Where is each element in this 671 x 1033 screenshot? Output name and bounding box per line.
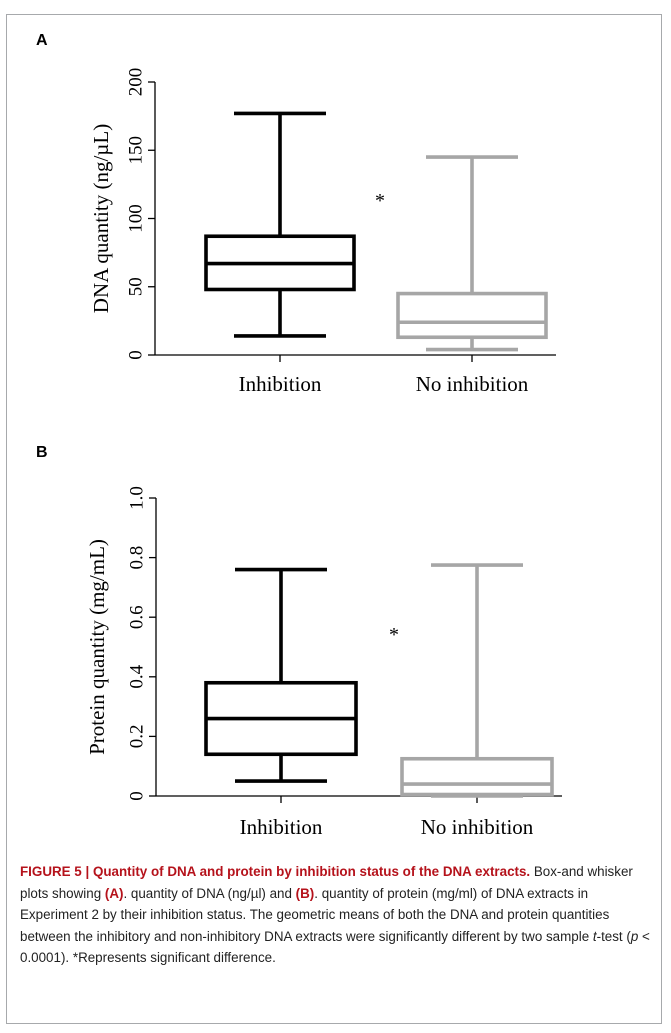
caption-title: FIGURE 5 | Quantity of DNA and protein b… <box>20 864 531 879</box>
figure-frame <box>6 14 662 1024</box>
x-category-label: No inhibition <box>421 815 534 839</box>
x-category-label: Inhibition <box>240 815 323 839</box>
y-axis-title: DNA quantity (ng/µL) <box>89 124 113 313</box>
y-tick-label: 100 <box>126 204 147 233</box>
chart-a-dna-quantity: 0 50 100 150 200 Inhibition No inhibition DNA q… <box>89 68 556 396</box>
significance-asterisk: * <box>375 190 385 212</box>
chart-b-protein-quantity: 0 0.2 0.4 0.6 0.8 1.0 Inhibition No inhibition P… <box>85 486 562 839</box>
box-plot-inhibition <box>204 567 358 783</box>
x-category-label: Inhibition <box>239 372 322 396</box>
caption-ref-b: (B) <box>295 885 315 901</box>
significance-asterisk: * <box>389 624 399 646</box>
caption-text-5: < 0.0001). *Represents significant diffe… <box>20 928 650 966</box>
caption-text-2: . quantity of DNA (ng/µl) and <box>123 885 296 901</box>
y-tick-label: 0.8 <box>127 546 148 570</box>
caption-text-3: . quantity of protein (mg/ml) of DNA ext… <box>20 885 610 944</box>
y-tick-label: 150 <box>126 136 147 165</box>
caption-p-italic: p <box>630 928 639 944</box>
y-tick-label: 1.0 <box>127 486 148 510</box>
caption-text-1: Box-and whisker plots showing <box>20 864 633 901</box>
box-plot-no-inhibition <box>396 155 548 352</box>
y-tick-label: 0.2 <box>127 725 148 749</box>
box-plot-no-inhibition <box>400 563 554 798</box>
y-tick-label: 0 <box>127 791 148 801</box>
y-tick-label: 0.4 <box>127 664 148 688</box>
panel-label-a: A <box>36 32 48 49</box>
iqr-box <box>400 756 554 797</box>
y-tick-label: 50 <box>126 277 147 296</box>
iqr-box <box>396 291 548 340</box>
caption-t-italic: t <box>592 928 597 944</box>
y-tick-label: 0.6 <box>127 605 148 629</box>
caption-text-4: -test ( <box>596 928 631 944</box>
caption-ref-a: (A) <box>104 885 124 901</box>
box-plot-inhibition <box>204 111 356 338</box>
y-tick-label: 200 <box>126 68 147 97</box>
y-axis-title: Protein quantity (mg/mL) <box>85 539 109 755</box>
panel-label-b: B <box>36 444 48 461</box>
y-tick-label: 0 <box>126 350 147 360</box>
x-category-label: No inhibition <box>416 372 529 396</box>
figure-caption: FIGURE 5 | Quantity of DNA and protein b… <box>20 861 655 969</box>
